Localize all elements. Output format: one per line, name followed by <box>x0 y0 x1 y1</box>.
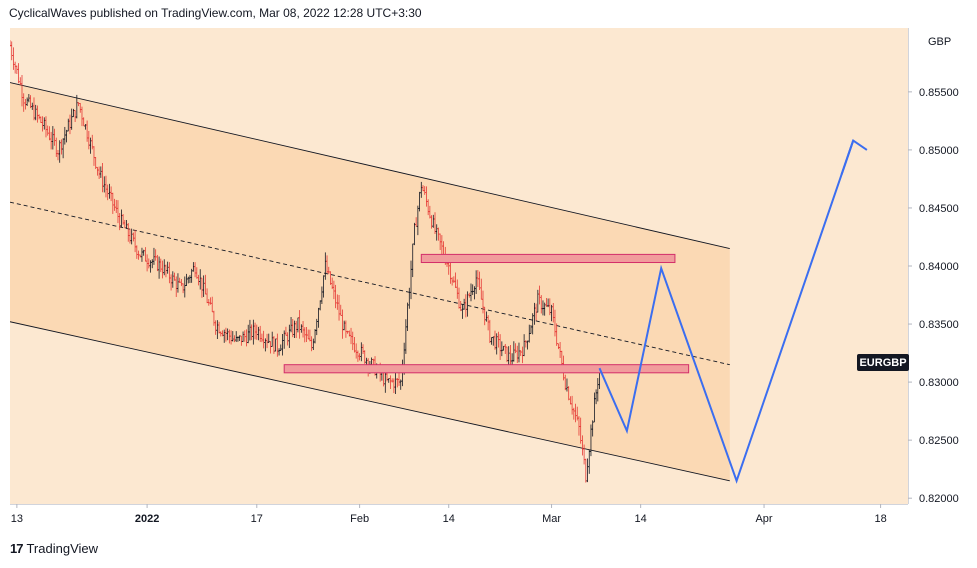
brand-name: TradingView <box>26 541 99 556</box>
symbol-price-tag: EURGBP <box>857 354 909 371</box>
channel-lower-line <box>10 321 730 482</box>
time-axis[interactable]: 13 2022 17 Feb 14 Mar 14 Apr 18 <box>11 504 887 525</box>
channel-upper-line <box>10 82 730 250</box>
x-tick-label: Apr <box>755 513 772 525</box>
symbol-tag-box <box>857 354 909 371</box>
x-tick-label: Mar <box>542 513 561 525</box>
footer-brand: 17 TradingView <box>10 541 98 556</box>
tradingview-logo-icon: 17 <box>10 541 24 556</box>
x-tick-label: Feb <box>350 513 369 525</box>
x-tick-label: 13 <box>11 513 23 525</box>
y-tick-label: 0.84000 <box>919 261 959 273</box>
y-tick-label: 0.83000 <box>919 377 959 389</box>
x-tick-label: 2022 <box>135 513 159 525</box>
price-axis[interactable]: 0.85500 0.85000 0.84500 0.84000 0.83500 0.830… <box>908 87 959 505</box>
candles <box>10 40 601 483</box>
y-tick-label: 0.85000 <box>919 145 959 157</box>
x-tick-label: 17 <box>251 513 263 525</box>
publisher-line: CyclicalWaves published on TradingView.c… <box>9 6 422 20</box>
y-tick-label: 0.82500 <box>919 435 959 447</box>
y-tick-label: 0.83500 <box>919 319 959 331</box>
x-tick-label: 18 <box>874 513 886 525</box>
y-tick-label: 0.84500 <box>919 203 959 215</box>
zone-1 <box>420 253 676 264</box>
y-tick-label: 0.85500 <box>919 87 959 99</box>
x-tick-label: 14 <box>635 513 647 525</box>
currency-label: GBP <box>928 36 951 48</box>
symbol-tag-label: EURGBP <box>859 357 906 369</box>
zone-2 <box>283 364 690 374</box>
y-tick-label: 0.82000 <box>919 493 959 505</box>
x-tick-label: 14 <box>443 513 455 525</box>
channel-fill <box>10 82 730 481</box>
projection-arrow-head <box>840 140 855 175</box>
projection-path <box>598 139 868 484</box>
